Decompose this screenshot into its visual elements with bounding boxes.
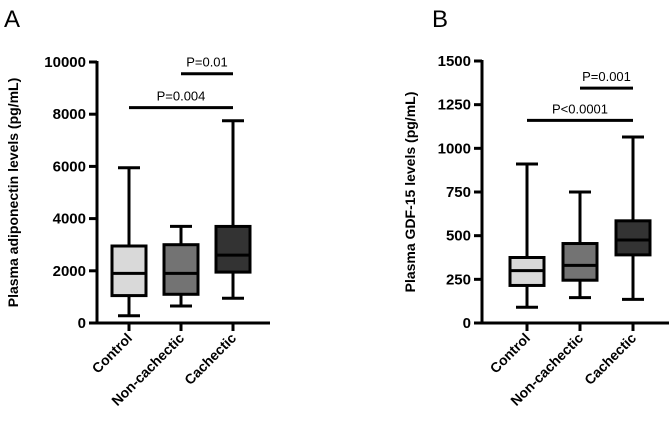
y-tick-label: 10000	[44, 54, 86, 71]
box-iqr	[214, 224, 252, 274]
box-non-cachectic	[162, 224, 200, 308]
y-tick-label: 6000	[53, 158, 86, 175]
box-cachectic	[214, 119, 252, 300]
p-value-label: P=0.01	[186, 55, 228, 70]
y-tick-label: 250	[446, 271, 471, 288]
y-tick-label: 500	[446, 228, 471, 245]
x-tick-label: Control	[487, 330, 534, 377]
y-axis-label: Plasma GDF-15 levels (pg/mL)	[402, 92, 418, 293]
box-iqr	[561, 242, 599, 282]
p-value-label: P<0.0001	[552, 101, 608, 116]
p-value-label: P=0.004	[157, 89, 206, 104]
x-tick-label: Control	[89, 330, 136, 377]
x-tick-label: Cachectic	[181, 330, 239, 388]
box-non-cachectic	[561, 190, 599, 300]
p-value-label: P=0.001	[582, 69, 631, 84]
box-iqr	[614, 219, 652, 257]
y-tick-label: 4000	[53, 211, 86, 228]
box-control	[508, 162, 546, 309]
box-cachectic	[614, 135, 652, 301]
panel-label: A	[4, 6, 20, 33]
y-axis-label: Plasma adiponectin levels (pg/mL)	[5, 78, 21, 308]
y-tick-label: 8000	[53, 106, 86, 123]
panel-B: B 0 250 500 750 1000 1250 1500 Plasma GDF-15 lev…	[402, 6, 669, 409]
y-tick-label: 1000	[438, 140, 471, 157]
panel-label: B	[432, 6, 448, 33]
box-iqr	[162, 243, 200, 296]
panel-A: A 0 2000 4000 6000 8000 10000 Plasma adiponecti…	[4, 6, 270, 409]
y-tick-label: 750	[446, 184, 471, 201]
y-tick-label: 2000	[53, 263, 86, 280]
y-tick-label: 0	[78, 315, 86, 332]
y-tick-label: 1500	[438, 53, 471, 70]
y-tick-label: 1250	[438, 97, 471, 114]
y-tick-label: 0	[463, 315, 471, 332]
box-control	[110, 166, 148, 318]
box-iqr	[110, 244, 148, 298]
x-tick-label: Cachectic	[581, 330, 639, 388]
